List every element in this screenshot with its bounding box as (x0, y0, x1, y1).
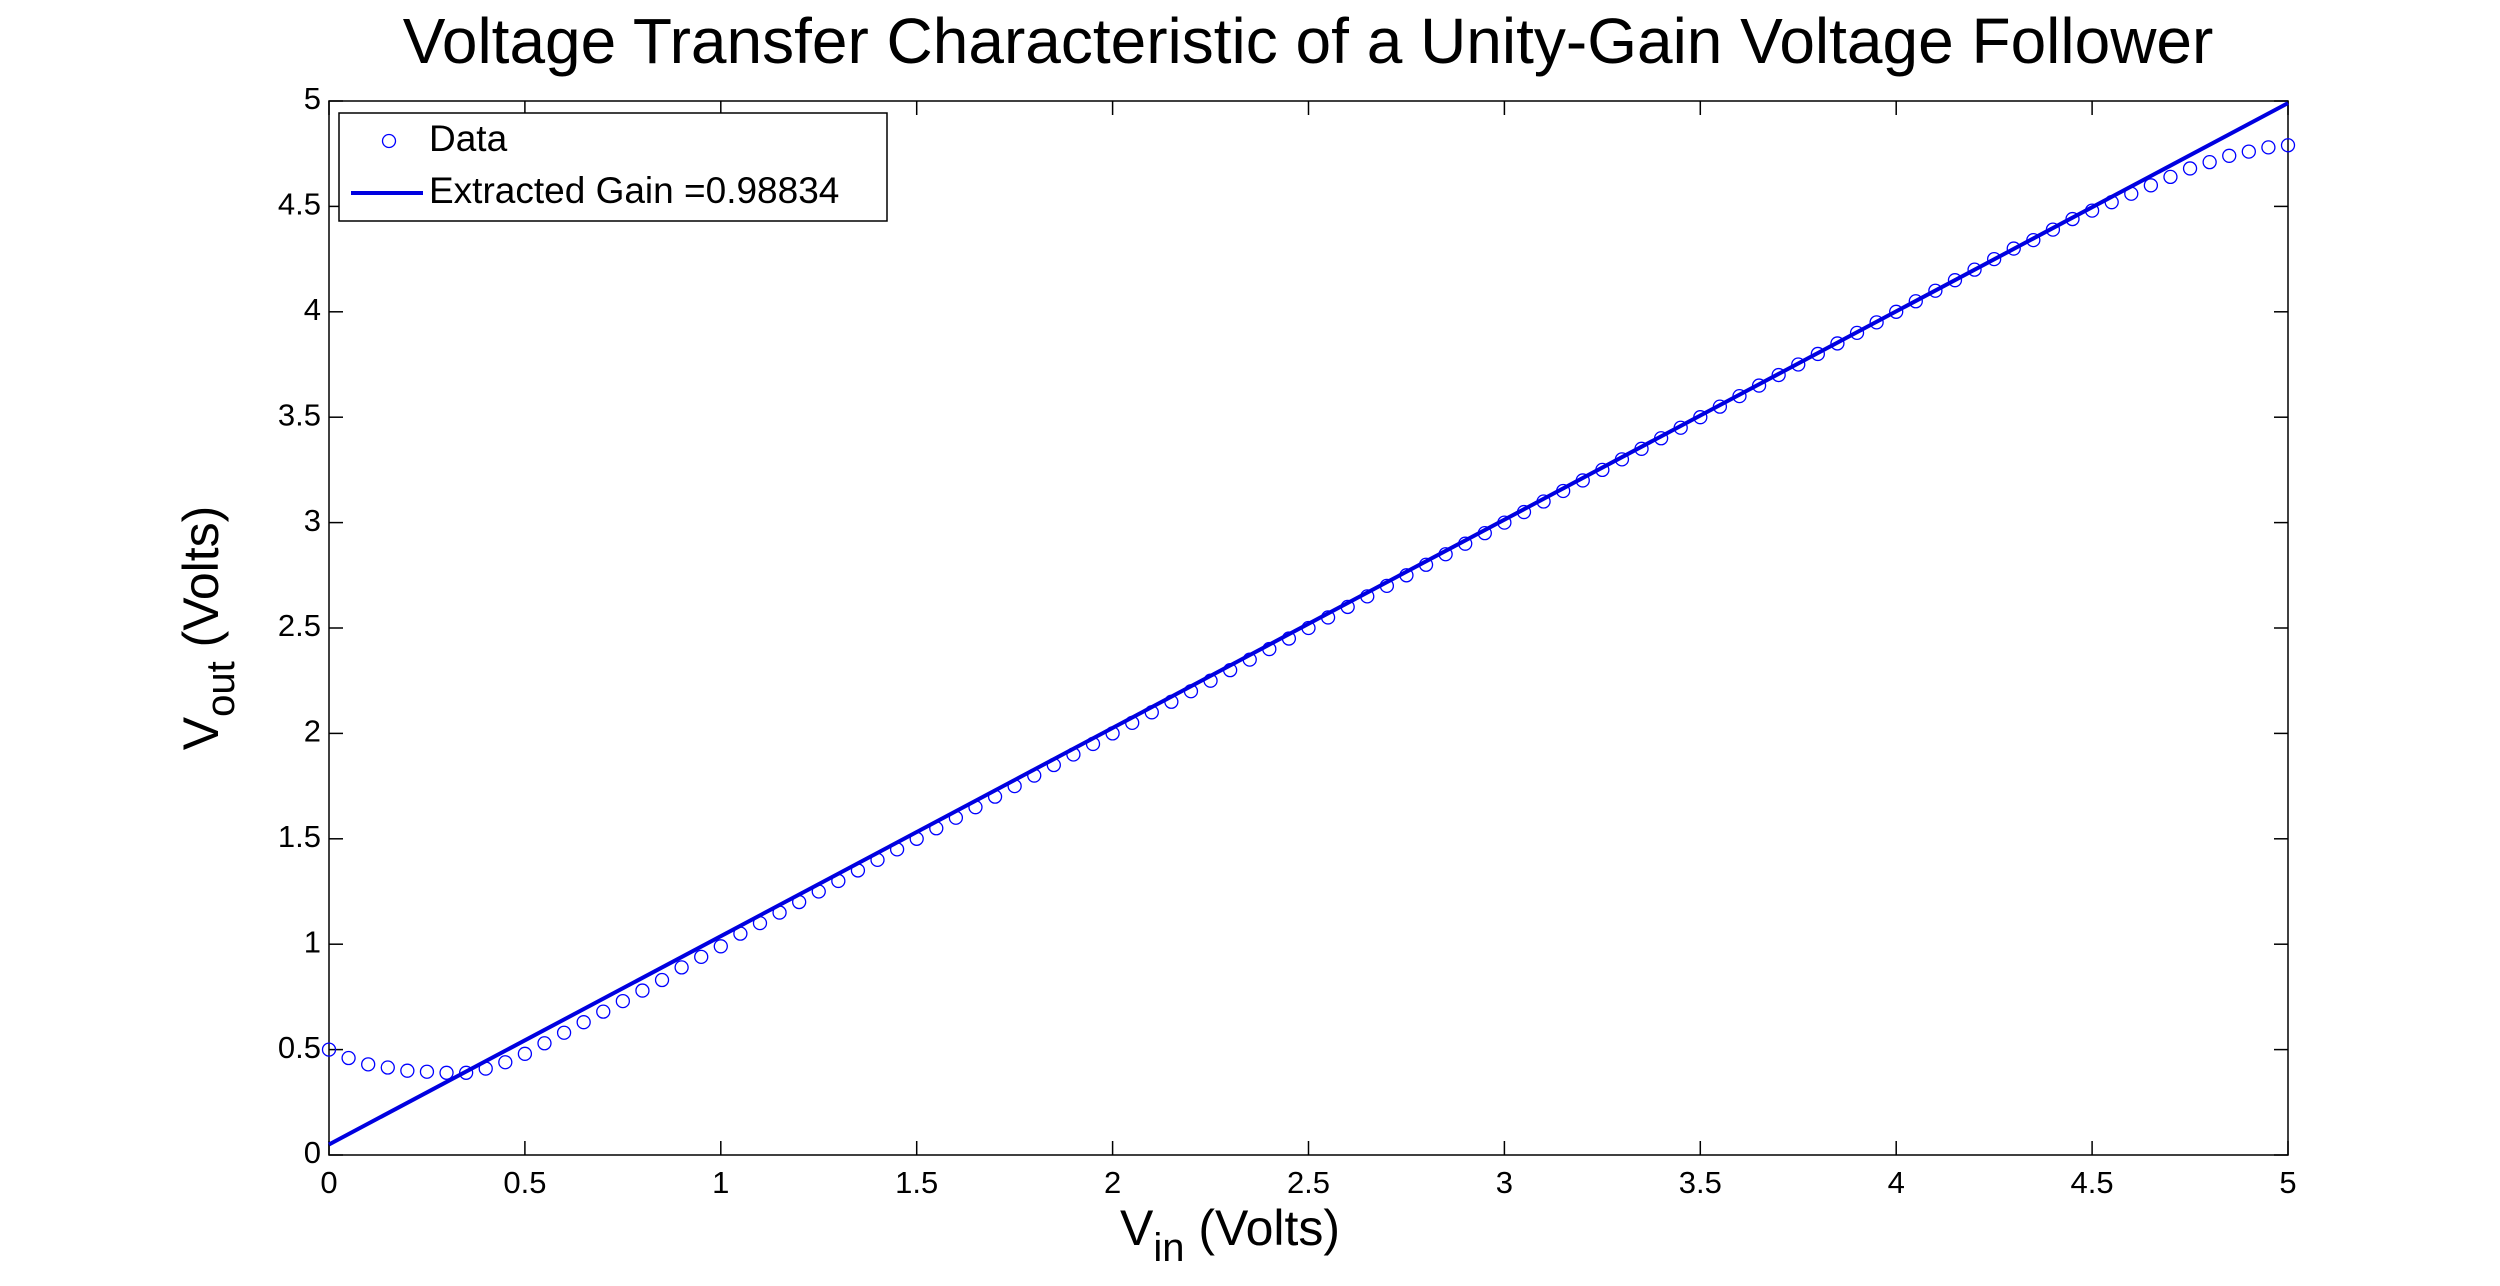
fit-line (328, 101, 2289, 1147)
data-point (1967, 262, 1982, 277)
data-point (2182, 161, 2198, 176)
data-point (537, 1036, 552, 1051)
x-tick-label: 2 (1104, 1165, 1121, 1200)
data-point (694, 949, 709, 964)
data-point (2143, 178, 2159, 193)
legend-label: Data (429, 118, 508, 159)
data-point (1987, 251, 2002, 267)
data-point (596, 1004, 611, 1019)
data-point (2202, 154, 2217, 170)
data-point (1791, 357, 1806, 372)
data-point (635, 983, 650, 998)
data-point (498, 1055, 513, 1070)
data-point (380, 1060, 395, 1075)
x-tick-label: 4.5 (2071, 1165, 2114, 1200)
data-point (1947, 273, 1963, 288)
data-point (1869, 315, 1884, 330)
data-point (2261, 140, 2276, 155)
x-axis-label: Vin (Volts) (1120, 1200, 1340, 1269)
y-label-main: V (173, 716, 229, 750)
y-tick-label: 2.5 (278, 608, 321, 643)
y-label-sub: out (199, 661, 243, 717)
y-tick-label: 4.5 (278, 187, 321, 222)
data-point (576, 1015, 591, 1030)
data-point (615, 993, 630, 1009)
x-tick-label: 5 (2279, 1165, 2296, 1200)
data-point (1810, 346, 1825, 362)
x-tick-label: 1.5 (895, 1165, 938, 1200)
data-point (1849, 325, 1865, 341)
y-tick-label: 0.5 (278, 1030, 321, 1065)
data-point (1771, 367, 1786, 383)
x-tick-label: 0.5 (503, 1165, 546, 1200)
y-tick-label: 2 (304, 714, 321, 749)
data-point (2222, 148, 2237, 163)
data-point (1830, 336, 1845, 351)
y-axis-label: Vout (Volts) (173, 506, 242, 751)
x-tick-label: 3 (1496, 1165, 1513, 1200)
data-point (2241, 144, 2256, 159)
x-tick-label: 4 (1888, 1165, 1905, 1200)
y-tick-label: 3 (304, 503, 321, 538)
data-point (419, 1064, 435, 1079)
data-point (2006, 241, 2021, 256)
y-tick-label: 1 (304, 924, 321, 959)
data-point (556, 1025, 572, 1040)
x-label-rest: (Volts) (1184, 1200, 1340, 1256)
chart-title: Voltage Transfer Characteristic of a Uni… (403, 5, 2214, 77)
y-tick-label: 0 (304, 1135, 321, 1170)
data-point (361, 1057, 376, 1072)
x-tick-label: 2.5 (1287, 1165, 1330, 1200)
x-tick-label: 0 (320, 1165, 337, 1200)
y-tick-label: 3.5 (278, 397, 321, 432)
data-point (713, 939, 728, 954)
data-point (2163, 169, 2178, 185)
data-point (2280, 138, 2296, 153)
data-point (1889, 304, 1904, 319)
data-point (654, 972, 670, 988)
legend-label: Extracted Gain =0.98834 (429, 170, 839, 211)
x-label-main: V (1120, 1200, 1154, 1256)
data-point (341, 1050, 356, 1066)
x-label-sub: in (1153, 1226, 1184, 1270)
data-point (517, 1046, 533, 1061)
y-label-rest: (Volts) (173, 506, 229, 662)
data-point (1928, 283, 1943, 298)
data-point (1908, 294, 1923, 309)
data-point (400, 1063, 415, 1078)
legend-marker (381, 133, 397, 149)
x-tick-label: 3.5 (1679, 1165, 1722, 1200)
x-tick-label: 1 (712, 1165, 729, 1200)
y-tick-label: 5 (304, 81, 321, 116)
y-tick-label: 1.5 (278, 819, 321, 854)
y-tick-label: 4 (304, 292, 321, 327)
data-point (674, 960, 689, 975)
legend-box (338, 112, 888, 222)
data-point (439, 1065, 454, 1080)
data-point (321, 1042, 337, 1057)
